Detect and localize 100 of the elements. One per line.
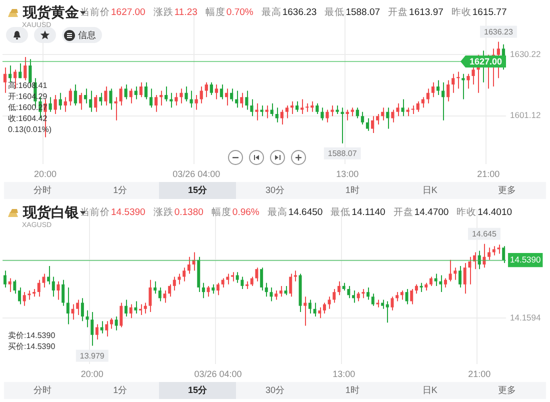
text: 1分 — [112, 384, 128, 397]
candlestick — [442, 82, 445, 121]
candlestick — [396, 292, 399, 302]
candlestick — [371, 293, 374, 306]
candlestick — [134, 300, 138, 314]
candlestick — [154, 280, 157, 294]
annotation: 昨收1615.77 — [451, 7, 507, 18]
annotation: 最高1636.23 — [261, 7, 317, 18]
candlestick — [221, 278, 224, 288]
text: 更多 — [497, 184, 518, 197]
candlestick — [444, 278, 447, 288]
text: 日K — [421, 184, 438, 197]
candlestick — [164, 86, 168, 102]
candlestick — [265, 105, 268, 119]
candlestick — [492, 246, 496, 256]
annotation: 14.645 — [472, 230, 498, 239]
candlestick — [172, 276, 176, 292]
candlestick — [458, 266, 462, 288]
candlestick — [240, 92, 244, 108]
text: 更多 — [497, 384, 518, 397]
candlestick — [224, 88, 228, 106]
candlestick — [174, 92, 178, 106]
candlestick — [285, 105, 289, 119]
candlestick — [346, 109, 349, 121]
candlestick — [473, 252, 476, 270]
candlestick — [206, 285, 210, 298]
text: 1时 — [344, 384, 360, 397]
text: 日K — [421, 384, 438, 397]
candlestick — [194, 94, 198, 110]
candlestick — [502, 246, 506, 264]
candlestick — [260, 267, 264, 292]
candlestick — [158, 286, 162, 302]
candlestick — [139, 82, 143, 98]
candlestick — [250, 276, 254, 286]
candlestick — [347, 285, 350, 299]
annotation: 卖价:14.5390 — [8, 330, 56, 341]
candlestick — [371, 116, 374, 134]
candlestick — [134, 86, 138, 100]
candlestick — [84, 88, 88, 104]
candlestick — [220, 84, 224, 100]
candlestick — [240, 276, 244, 290]
candlestick — [54, 94, 57, 114]
x-tick-label: 20:00 — [80, 368, 104, 379]
candlestick — [104, 86, 108, 106]
x-tick-label: 03/26 04:00 — [194, 368, 242, 379]
candlestick — [497, 244, 500, 254]
candlestick — [64, 96, 67, 112]
candlestick — [352, 290, 356, 304]
candlestick — [52, 276, 55, 298]
candlestick — [8, 278, 12, 293]
candlestick — [482, 243, 486, 268]
candlestick — [182, 267, 186, 282]
candlestick — [270, 102, 274, 117]
candlestick — [124, 84, 128, 100]
candlestick — [386, 300, 389, 324]
candlestick — [114, 96, 118, 121]
candlestick — [391, 109, 394, 123]
candlestick — [114, 316, 118, 331]
candlestick — [284, 285, 288, 296]
candlestick — [99, 92, 102, 106]
candlestick — [74, 84, 78, 106]
candlestick — [255, 267, 258, 282]
candlestick — [168, 284, 172, 298]
candlestick — [356, 107, 360, 119]
candlestick — [362, 288, 365, 299]
candlestick — [230, 88, 234, 102]
candlestick — [8, 64, 12, 83]
candlestick — [308, 299, 312, 314]
candlestick — [4, 270, 6, 288]
annotation: 最低14.1140 — [330, 207, 386, 218]
annotation: 昨收14.4010 — [456, 207, 512, 218]
candlestick — [463, 262, 466, 294]
candlestick — [48, 96, 52, 112]
candlestick — [89, 90, 92, 112]
candlestick — [452, 73, 455, 94]
candlestick — [446, 80, 450, 102]
annotation: 开盘1613.97 — [388, 7, 444, 18]
candlestick — [416, 100, 420, 112]
y-tick-label: 1630.22 — [510, 48, 541, 59]
annotation: 最低1588.07 — [324, 7, 380, 18]
candlestick — [200, 86, 203, 104]
candlestick — [178, 273, 181, 285]
candlestick — [226, 273, 230, 285]
candlestick — [78, 92, 82, 110]
candlestick — [318, 306, 322, 319]
candlestick — [71, 304, 74, 320]
text: 30分 — [264, 384, 286, 397]
candlestick — [472, 64, 475, 85]
candlestick — [109, 88, 112, 110]
candlestick — [326, 109, 329, 123]
candlestick — [58, 92, 62, 110]
candlestick — [24, 56, 27, 81]
candlestick — [212, 284, 215, 294]
candlestick — [149, 88, 153, 108]
candlestick — [280, 109, 284, 126]
candlestick — [478, 250, 481, 270]
candlestick — [279, 285, 282, 298]
candlestick — [160, 90, 163, 106]
candlestick — [414, 284, 418, 294]
annotation: 最高14.6450 — [267, 207, 323, 218]
